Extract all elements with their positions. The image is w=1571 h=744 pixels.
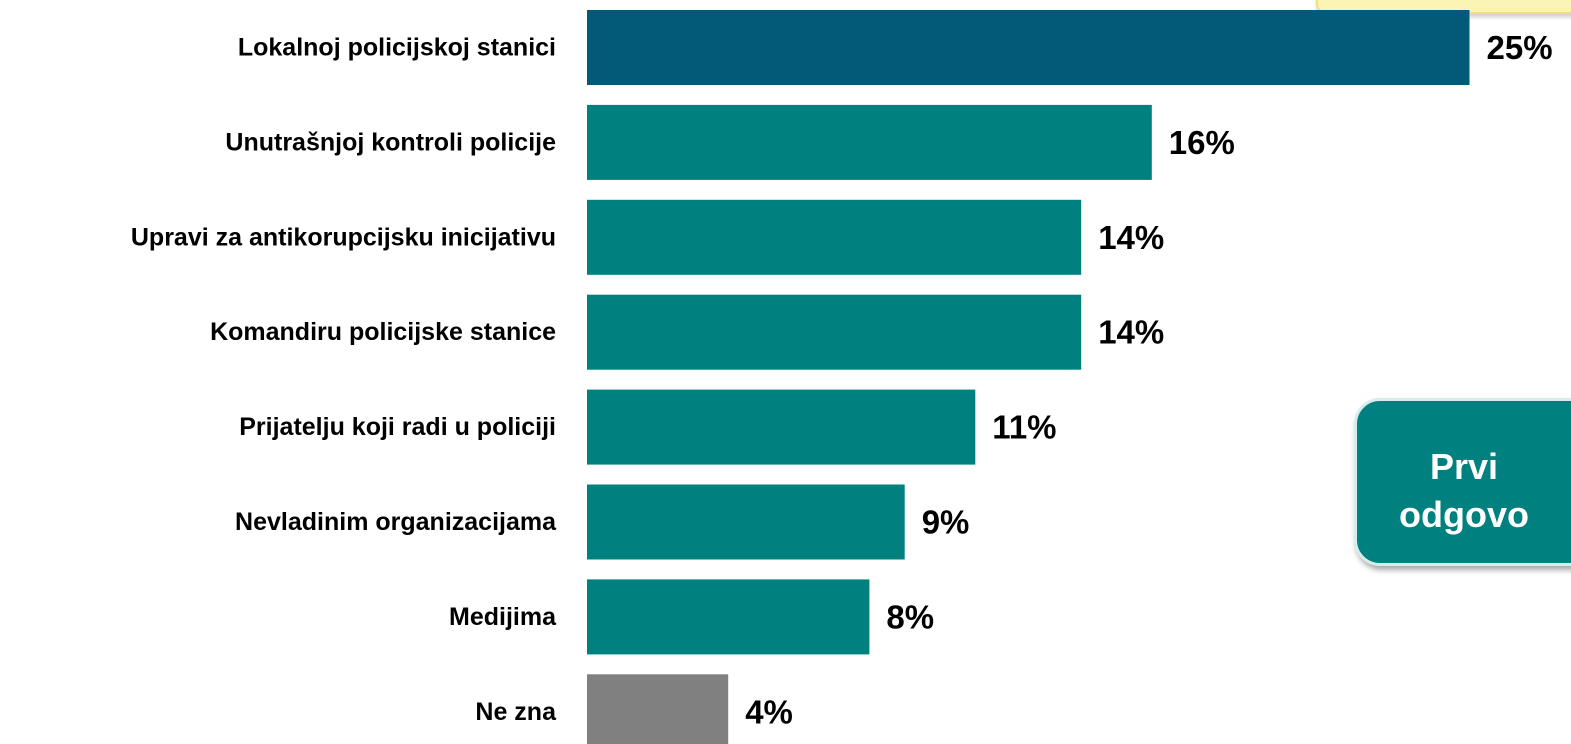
category-label-0: Lokalnoj policijskoj stanici [238,34,556,62]
value-label-5: 9% [922,504,970,541]
category-label-2: Upravi za antikorupcijsku inicijativu [131,223,556,251]
bar-3 [587,294,1082,370]
value-label-4: 11% [992,409,1056,446]
value-label-1: 16% [1169,124,1235,161]
callout-line-1: Prvi [1429,446,1499,487]
category-label-3: Komandiru policijske stanice [210,318,556,346]
bar-1 [587,104,1152,180]
value-label-0: 25% [1487,29,1553,66]
category-label-1: Unutrašnjoj kontroli policije [225,128,556,156]
bar-7 [587,674,729,744]
callout-line-2: odgovo [1399,494,1529,535]
value-label-6: 8% [886,598,934,635]
bar-6 [587,579,870,655]
bar-5 [587,484,905,560]
bar-2 [587,199,1082,275]
value-label-7: 4% [745,693,793,730]
category-label-4: Prijatelju koji radi u policiji [239,413,556,441]
bar-4 [587,389,976,465]
value-label-3: 14% [1098,314,1164,351]
category-label-5: Nevladinim organizacijama [235,508,557,536]
bar-0 [587,10,1470,85]
value-label-2: 14% [1098,219,1164,256]
category-label-6: Medijima [449,603,557,631]
category-label-7: Ne zna [475,698,557,726]
callout-box: Prvi odgovo [1354,398,1571,566]
